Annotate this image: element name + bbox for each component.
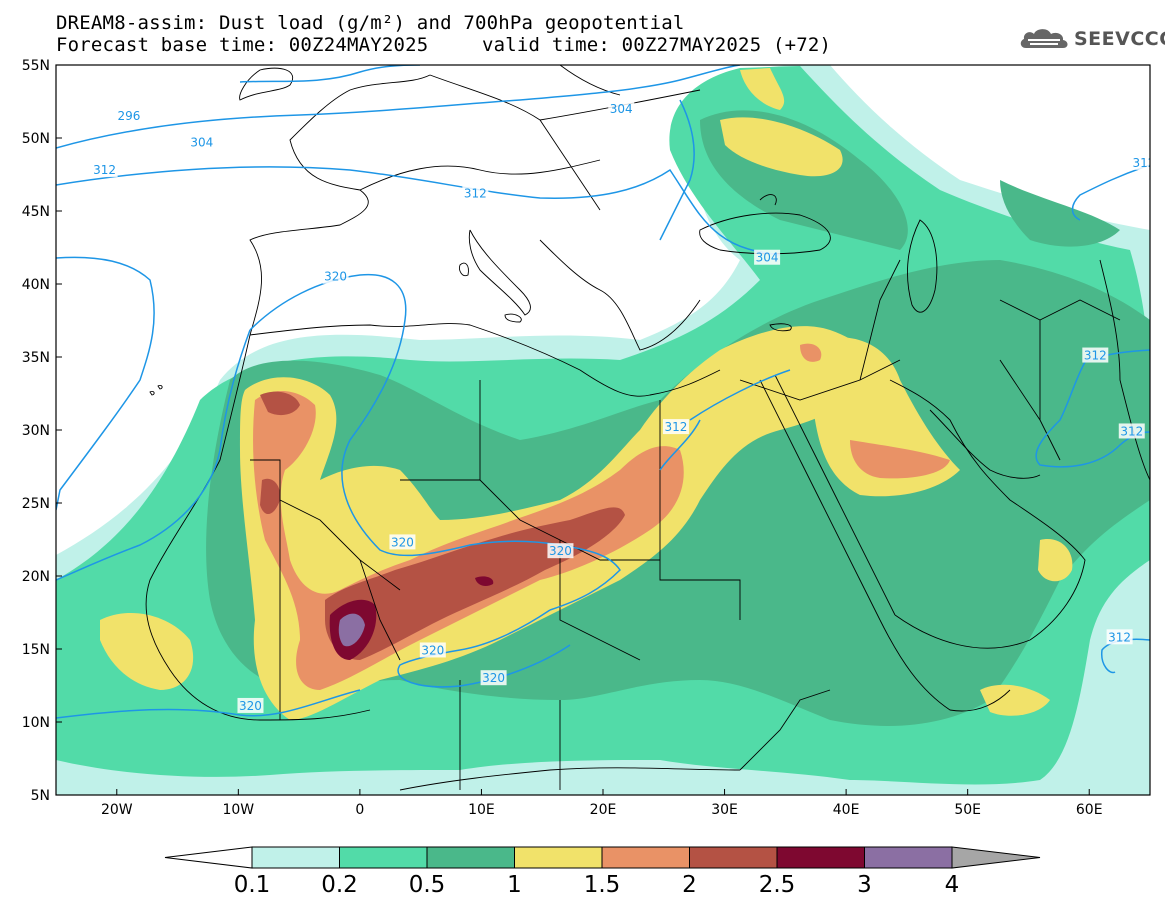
lat-tick-label: 50N — [22, 131, 50, 147]
lat-tick-label: 20N — [22, 569, 50, 585]
lat-tick-label: 25N — [22, 496, 50, 512]
colorbar-over-arrow — [951, 846, 1041, 869]
lat-tick-label: 15N — [22, 642, 50, 658]
colorbar-segment — [689, 846, 778, 869]
contour-label: 296 — [115, 108, 142, 124]
cloud-icon — [1020, 29, 1068, 48]
colorbar-level-label: 2.5 — [758, 872, 796, 898]
colorbar-segment — [339, 846, 428, 869]
colorbar-segment — [514, 846, 603, 869]
colorbar-segment — [864, 846, 953, 869]
lon-tick-label: 50E — [954, 802, 981, 818]
lon-tick-label: 10E — [468, 802, 495, 818]
lat-tick-label: 30N — [22, 423, 50, 439]
colorbar-level-label: 2 — [682, 872, 697, 898]
lat-tick-label: 35N — [22, 350, 50, 366]
coastlines — [145, 65, 1150, 791]
lon-tick-label: 60E — [1076, 802, 1103, 818]
svg-text:320: 320 — [0, 255, 13, 269]
svg-text:312: 312 — [1084, 349, 1107, 363]
colorbar — [164, 846, 1041, 869]
svg-text:312: 312 — [93, 163, 116, 177]
contour-label: 320 — [389, 534, 416, 550]
latitude-axis: 55N 50N 45N 40N 35N 30N 25N 20N 15N 10N 5N — [22, 58, 62, 804]
svg-text:312: 312 — [464, 186, 487, 200]
contour-label: 312 — [662, 419, 689, 435]
lon-tick-label: 40E — [833, 802, 860, 818]
svg-text:320: 320 — [421, 643, 444, 657]
map-plot-area: 296 304 312 312 304 320 320 304 312 312 312 312 320 3… — [0, 65, 1155, 795]
svg-text:312: 312 — [1108, 630, 1131, 644]
colorbar-under-arrow — [164, 846, 253, 869]
lat-tick-label: 45N — [22, 204, 50, 220]
svg-text:312: 312 — [664, 420, 687, 434]
logo-text: SEEVCCC — [1074, 28, 1165, 50]
contour-label: 312 — [1118, 423, 1145, 439]
svg-text:304: 304 — [756, 251, 779, 265]
svg-text:320: 320 — [324, 270, 347, 284]
dust-layer-3 — [338, 613, 365, 647]
contour-label: 320 — [0, 254, 14, 269]
colorbar-level-label: 1.5 — [583, 872, 621, 898]
lat-tick-label: 10N — [22, 715, 50, 731]
svg-text:320: 320 — [391, 535, 414, 549]
contour-label: 304 — [608, 100, 635, 116]
contour-label: 312 — [1082, 347, 1109, 363]
colorbar-level-label: 0.2 — [321, 872, 358, 898]
valid-time: valid time: 00Z27MAY2025 (+72) — [482, 34, 832, 56]
forecast-base-time: Forecast base time: 00Z24MAY2025 — [56, 34, 429, 56]
colorbar-level-label: 4 — [944, 872, 960, 898]
contour-labels: 296 304 312 312 304 320 320 304 312 312 312 312 320 3… — [0, 100, 1155, 713]
svg-text:296: 296 — [117, 109, 140, 123]
svg-text:304: 304 — [190, 135, 213, 149]
contour-label: 312 — [1106, 629, 1133, 645]
contour-label: 312 — [1130, 154, 1155, 170]
contour-label: 320 — [237, 697, 264, 713]
lat-tick-label: 5N — [31, 788, 50, 804]
colorbar-segment — [426, 846, 515, 869]
lon-tick-label: 30E — [711, 802, 738, 818]
svg-text:312: 312 — [1120, 424, 1143, 438]
contour-label: 320 — [322, 268, 349, 284]
lat-tick-label: 55N — [22, 58, 50, 74]
seevccc-logo: SEEVCCC — [1018, 26, 1165, 52]
contour-label: 304 — [754, 249, 781, 265]
lon-tick-label: 10W — [222, 802, 254, 818]
colorbar-segment — [776, 846, 865, 869]
svg-text:320: 320 — [482, 671, 505, 685]
colorbar-segment — [251, 846, 340, 869]
colorbar-level-label: 0.5 — [408, 872, 446, 898]
contour-label: 320 — [480, 670, 507, 686]
contour-label: 320 — [419, 642, 446, 658]
svg-text:304: 304 — [610, 102, 633, 116]
contour-label: 304 — [188, 134, 215, 150]
contour-label: 320 — [547, 543, 574, 559]
colorbar-segment — [601, 846, 690, 869]
colorbar-level-label: 0.1 — [233, 872, 271, 898]
geopotential-contours — [56, 65, 1150, 719]
contour-label: 312 — [462, 185, 489, 201]
lat-tick-label: 40N — [22, 277, 50, 293]
map-title: DREAM8-assim: Dust load (g/m²) and 700hP… — [56, 12, 685, 34]
svg-text:312: 312 — [1132, 156, 1155, 170]
lon-tick-label: 20W — [101, 802, 133, 818]
lon-tick-label: 20E — [590, 802, 617, 818]
colorbar-level-label: 3 — [857, 872, 872, 898]
lon-tick-label: 0 — [355, 802, 364, 818]
svg-text:320: 320 — [239, 699, 262, 713]
longitude-axis: 20W 10W 0 10E 20E 30E 40E 50E 60E — [101, 789, 1103, 818]
colorbar-level-label: 1 — [507, 872, 522, 898]
svg-text:320: 320 — [549, 544, 572, 558]
contour-label: 312 — [91, 162, 118, 178]
